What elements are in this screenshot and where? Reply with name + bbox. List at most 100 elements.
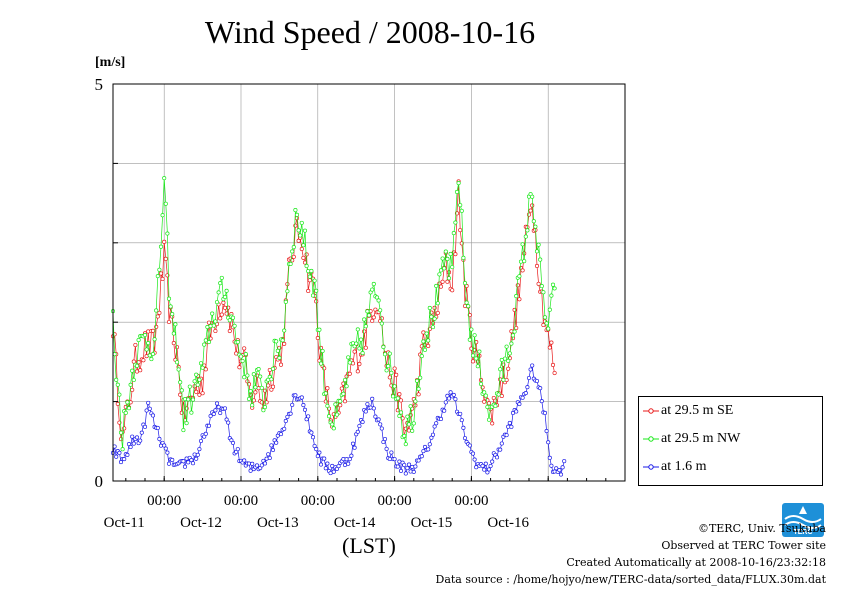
data-point <box>354 341 359 346</box>
x-axis-title: (LST) <box>342 533 396 558</box>
data-point <box>394 372 399 377</box>
data-point <box>370 287 375 292</box>
x-date-label: Oct-11 <box>104 515 145 531</box>
data-point <box>283 299 288 304</box>
data-point <box>504 344 509 349</box>
data-point <box>426 343 431 349</box>
data-point <box>168 304 173 309</box>
data-point <box>203 431 208 436</box>
data-point <box>242 375 247 380</box>
data-point <box>530 203 535 208</box>
data-point <box>413 399 418 404</box>
data-point <box>218 281 223 286</box>
data-point <box>482 390 487 395</box>
data-point <box>432 316 437 321</box>
data-point <box>419 454 424 459</box>
data-point <box>128 382 133 387</box>
plot-frame <box>112 83 626 482</box>
data-point <box>157 436 162 442</box>
data-point <box>408 469 413 474</box>
data-point <box>390 394 396 399</box>
data-point <box>142 424 148 429</box>
data-point <box>222 294 228 299</box>
data-point <box>549 463 554 468</box>
data-point <box>181 428 186 433</box>
data-point <box>549 293 554 298</box>
data-point <box>198 361 204 366</box>
data-point <box>150 413 156 418</box>
data-point <box>206 320 212 325</box>
x-date-label: Oct-13 <box>257 515 299 531</box>
data-point <box>450 288 455 293</box>
data-point <box>190 461 196 466</box>
data-point <box>458 203 463 208</box>
data-point <box>445 279 450 284</box>
data-point <box>325 461 330 466</box>
data-point <box>395 464 400 469</box>
footer-copyright: ©TERC, Univ. Tsukuba <box>697 522 826 535</box>
data-point <box>226 420 231 425</box>
data-point <box>235 340 240 345</box>
data-point <box>554 466 559 471</box>
data-point <box>235 447 240 452</box>
data-point <box>520 242 525 247</box>
data-point <box>498 447 503 452</box>
data-point <box>498 367 503 372</box>
data-point <box>483 393 488 398</box>
data-point <box>379 316 384 321</box>
data-point <box>446 396 452 401</box>
data-point <box>379 321 384 326</box>
data-point <box>349 453 354 458</box>
data-point <box>346 461 351 466</box>
data-point <box>398 398 404 403</box>
data-point <box>206 423 212 428</box>
data-point <box>416 386 421 391</box>
data-point <box>275 348 280 353</box>
data-point <box>392 366 397 371</box>
data-point <box>466 304 471 309</box>
data-point <box>200 365 205 370</box>
data-point <box>451 392 456 397</box>
data-point <box>427 442 432 447</box>
data-point <box>518 259 524 264</box>
data-point <box>318 361 324 366</box>
data-point <box>325 386 330 391</box>
data-point <box>517 274 522 279</box>
data-point <box>312 278 317 283</box>
data-point <box>221 300 226 305</box>
data-point <box>150 351 156 357</box>
chart-legend: at 29.5 m SE at 29.5 m NW at 1.6 m <box>638 396 823 486</box>
data-point <box>213 328 218 334</box>
data-point <box>150 328 156 333</box>
data-point <box>306 288 311 294</box>
data-point <box>226 305 231 310</box>
data-point <box>342 399 348 404</box>
logo-text: TERC <box>793 529 812 536</box>
data-point <box>166 461 172 466</box>
data-point <box>203 338 208 343</box>
data-point <box>282 426 287 431</box>
x-tick-time-label: 00:00 <box>147 493 181 509</box>
data-point <box>408 404 413 409</box>
data-point <box>355 429 360 434</box>
data-point <box>472 457 477 462</box>
data-point <box>293 393 298 398</box>
data-point <box>122 457 127 462</box>
data-point <box>534 378 540 384</box>
data-point <box>118 460 124 465</box>
data-point <box>131 359 136 364</box>
data-point <box>182 464 188 469</box>
data-point <box>488 463 493 469</box>
data-point <box>274 339 279 344</box>
data-point <box>218 410 223 416</box>
x-date-label: Oct-12 <box>180 515 222 531</box>
data-point <box>448 390 453 395</box>
data-point <box>131 377 136 383</box>
data-point <box>523 234 528 239</box>
data-point <box>125 400 130 405</box>
legend-label-low: at 1.6 m <box>661 459 707 474</box>
x-tick-time-label: 00:00 <box>378 493 412 509</box>
data-point <box>469 327 474 332</box>
